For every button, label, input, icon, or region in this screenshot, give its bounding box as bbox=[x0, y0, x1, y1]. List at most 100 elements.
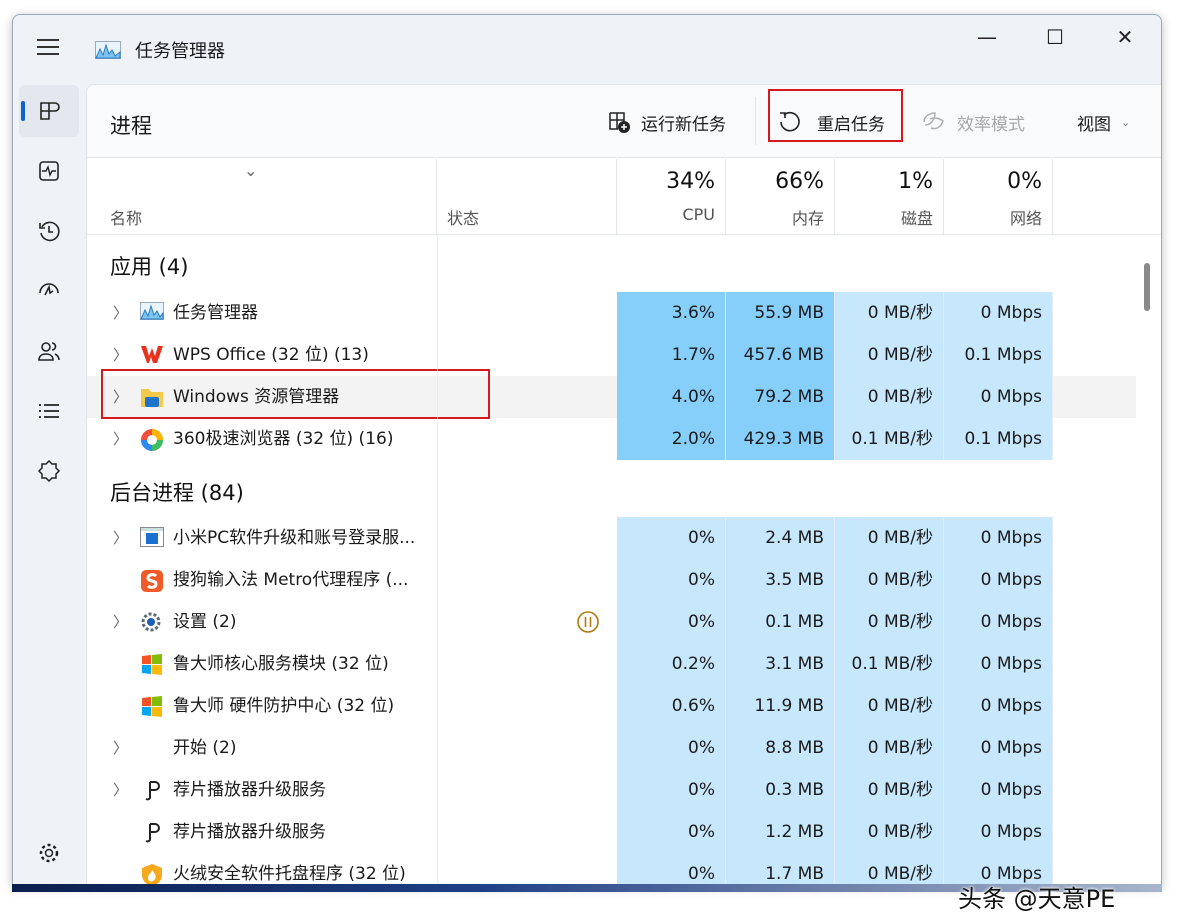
expand-chevron-icon[interactable]: 〉 bbox=[113, 781, 129, 799]
sidebar-item-settings[interactable] bbox=[19, 827, 79, 879]
column-disk[interactable]: 1% 磁盘 bbox=[835, 159, 944, 235]
net-cell: 0 Mbps bbox=[944, 853, 1053, 885]
process-row[interactable]: 〉 小米PC软件升级和账号登录服... 0% 2.4 MB 0 MB/秒 0 Mbps bbox=[87, 517, 1136, 559]
process-name: WPS Office (32 位) (13) bbox=[173, 345, 369, 365]
disk-cell: 0 MB/秒 bbox=[835, 811, 944, 853]
windows-flag-icon bbox=[140, 695, 164, 717]
cpu-cell: 0% bbox=[617, 559, 726, 601]
column-network[interactable]: 0% 网络 bbox=[944, 159, 1053, 235]
mem-cell: 11.9 MB bbox=[726, 685, 835, 727]
disk-cell: 0 MB/秒 bbox=[835, 517, 944, 559]
mem-cell: 457.6 MB bbox=[726, 334, 835, 376]
sidebar-item-processes[interactable] bbox=[19, 85, 79, 137]
huorong-icon bbox=[140, 863, 164, 885]
details-icon bbox=[39, 404, 59, 418]
panel-header: 进程 运行新任务 重启任务 效率模式 视图 ⌄ bbox=[87, 85, 1161, 158]
process-row[interactable]: 鲁大师 硬件防护中心 (32 位) 0.6% 11.9 MB 0 MB/秒 0 Mbps bbox=[87, 685, 1136, 727]
hamburger-menu-icon[interactable] bbox=[37, 39, 59, 55]
process-name: 搜狗输入法 Metro代理程序 (... bbox=[173, 570, 409, 590]
process-name: 荐片播放器升级服务 bbox=[173, 822, 326, 842]
process-row[interactable]: 〉 Windows 资源管理器 4.0% 79.2 MB 0 MB/秒 0 Mbps bbox=[87, 376, 1136, 418]
expand-chevron-icon[interactable]: 〉 bbox=[113, 346, 129, 364]
mem-cell: 1.7 MB bbox=[726, 853, 835, 885]
leaf-icon bbox=[923, 112, 944, 130]
maximize-button[interactable]: ☐ bbox=[1046, 25, 1064, 49]
mem-cell: 3.1 MB bbox=[726, 643, 835, 685]
minimize-button[interactable]: — bbox=[977, 25, 997, 49]
restart-highlight-box bbox=[768, 89, 903, 142]
process-row[interactable]: 鲁大师核心服务模块 (32 位) 0.2% 3.1 MB 0.1 MB/秒 0 Mbps bbox=[87, 643, 1136, 685]
column-blank bbox=[1053, 159, 1161, 235]
network-label: 网络 bbox=[1009, 209, 1042, 228]
sogou-icon bbox=[140, 569, 164, 592]
scrollbar-thumb[interactable] bbox=[1144, 263, 1150, 311]
expand-chevron-icon[interactable]: 〉 bbox=[113, 739, 129, 757]
disk-cell: 0 MB/秒 bbox=[835, 559, 944, 601]
expand-chevron-icon[interactable]: 〉 bbox=[113, 388, 129, 406]
processes-icon bbox=[40, 102, 60, 120]
sidebar-item-performance[interactable] bbox=[19, 145, 79, 197]
column-status-label: 状态 bbox=[447, 209, 480, 228]
mem-cell: 3.5 MB bbox=[726, 559, 835, 601]
sidebar-item-app-history[interactable] bbox=[19, 205, 79, 257]
process-row[interactable]: 〉 WPS Office (32 位) (13) 1.7% 457.6 MB 0 MB/… bbox=[87, 334, 1136, 376]
process-row[interactable]: 搜狗输入法 Metro代理程序 (... 0% 3.5 MB 0 MB/秒 0 Mbps bbox=[87, 559, 1136, 601]
column-name[interactable]: ⌄ 名称 bbox=[87, 159, 437, 235]
process-name: Windows 资源管理器 bbox=[173, 387, 340, 407]
gear-icon bbox=[39, 843, 59, 863]
users-icon bbox=[38, 342, 60, 361]
restart-task-button[interactable]: 重启任务 bbox=[777, 107, 885, 137]
network-total: 0% bbox=[1007, 169, 1042, 194]
process-name: 小米PC软件升级和账号登录服... bbox=[173, 528, 416, 548]
disk-cell: 0 MB/秒 bbox=[835, 292, 944, 334]
watermark: 头条 @天意PE bbox=[958, 885, 1116, 913]
mem-cell: 1.2 MB bbox=[726, 811, 835, 853]
column-status[interactable]: 状态 bbox=[437, 159, 617, 235]
process-row[interactable]: 〉 任务管理器 3.6% 55.9 MB 0 MB/秒 0 Mbps bbox=[87, 292, 1136, 334]
sidebar-item-services[interactable] bbox=[19, 445, 79, 497]
folder-icon bbox=[140, 386, 164, 408]
cpu-cell: 3.6% bbox=[617, 292, 726, 334]
expand-chevron-icon[interactable]: 〉 bbox=[113, 430, 129, 448]
browser-360-icon bbox=[140, 428, 164, 451]
cpu-cell: 0% bbox=[617, 811, 726, 853]
process-row[interactable]: 〉 开始 (2) 0% 8.8 MB 0 MB/秒 0 Mbps bbox=[87, 727, 1136, 769]
process-row[interactable]: 〉 设置 (2) 0% 0.1 MB 0 MB/秒 0 Mbps bbox=[87, 601, 1136, 643]
page-title: 进程 bbox=[110, 114, 152, 138]
process-row[interactable]: 〉 荐片播放器升级服务 0% 0.3 MB 0 MB/秒 0 Mbps bbox=[87, 769, 1136, 811]
cpu-cell: 0% bbox=[617, 601, 726, 643]
net-cell: 0 Mbps bbox=[944, 517, 1053, 559]
sidebar-item-details[interactable] bbox=[19, 385, 79, 437]
sidebar-item-users[interactable] bbox=[19, 325, 79, 377]
disk-cell: 0.1 MB/秒 bbox=[835, 418, 944, 460]
disk-cell: 0 MB/秒 bbox=[835, 601, 944, 643]
services-icon bbox=[37, 459, 61, 483]
view-dropdown[interactable]: 视图 ⌄ bbox=[1077, 107, 1130, 137]
expand-chevron-icon[interactable]: 〉 bbox=[113, 304, 129, 322]
desktop-edge bbox=[12, 884, 1162, 892]
net-cell: 0 Mbps bbox=[944, 643, 1053, 685]
expand-chevron-icon[interactable]: 〉 bbox=[113, 613, 129, 631]
process-name: 荐片播放器升级服务 bbox=[173, 780, 326, 800]
column-cpu[interactable]: 34% CPU bbox=[617, 159, 726, 235]
process-row[interactable]: 〉 360极速浏览器 (32 位) (16) 2.0% 429.3 MB 0.1 MB/… bbox=[87, 418, 1136, 460]
sidebar-item-startup[interactable] bbox=[19, 265, 79, 317]
disk-cell: 0 MB/秒 bbox=[835, 769, 944, 811]
efficiency-mode-button[interactable]: 效率模式 bbox=[921, 107, 1025, 137]
disk-cell: 0 MB/秒 bbox=[835, 334, 944, 376]
column-memory[interactable]: 66% 内存 bbox=[726, 159, 835, 235]
run-new-task-button[interactable]: 运行新任务 bbox=[607, 107, 726, 137]
net-cell: 0 Mbps bbox=[944, 727, 1053, 769]
process-row[interactable]: 火绒安全软件托盘程序 (32 位) 0% 1.7 MB 0 MB/秒 0 Mbps bbox=[87, 853, 1136, 885]
process-name: 任务管理器 bbox=[173, 303, 258, 323]
cpu-cell: 1.7% bbox=[617, 334, 726, 376]
view-label: 视图 bbox=[1077, 114, 1111, 135]
process-row[interactable]: 荐片播放器升级服务 0% 1.2 MB 0 MB/秒 0 Mbps bbox=[87, 811, 1136, 853]
close-button[interactable]: ✕ bbox=[1116, 25, 1134, 49]
cpu-total: 34% bbox=[666, 169, 715, 194]
sort-chevron-icon: ⌄ bbox=[244, 161, 258, 180]
task-manager-window: 任务管理器 — ☐ ✕ 进程 运行新任务 重启任务 效率模式 视图 ⌄ ⌄ 名称 状… bbox=[12, 14, 1162, 886]
mem-cell: 0.1 MB bbox=[726, 601, 835, 643]
cpu-cell: 0% bbox=[617, 853, 726, 885]
expand-chevron-icon[interactable]: 〉 bbox=[113, 529, 129, 547]
